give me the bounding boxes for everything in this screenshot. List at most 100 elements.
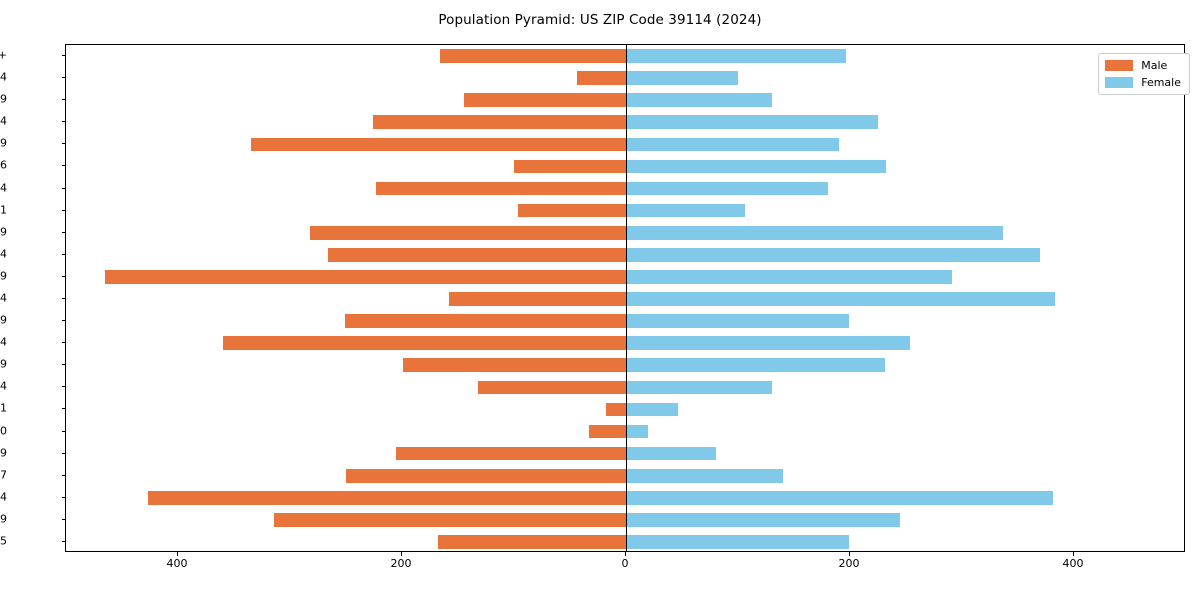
y-tick-mark: [61, 121, 65, 123]
bar-male-15-17: [346, 468, 626, 483]
y-tick-mark: [61, 474, 65, 476]
bar-male-75-79: [463, 93, 626, 108]
y-tick-mark: [61, 143, 65, 145]
bar-row: [66, 380, 1184, 395]
y-tick-mark: [61, 187, 65, 189]
y-tick-mark: [61, 430, 65, 432]
bar-female-60-61: [626, 203, 745, 218]
bar-female-65-66: [626, 159, 886, 174]
y-tick-label: 85+: [0, 48, 7, 62]
bar-male-under-5: [437, 535, 626, 549]
legend-entry-male[interactable]: Male: [1105, 59, 1181, 72]
plot-area: [65, 44, 1185, 552]
bar-male-67-69: [250, 137, 626, 152]
bar-female-75-79: [626, 93, 772, 108]
bar-row: [66, 490, 1184, 505]
y-tick-mark: [61, 518, 65, 520]
bar-row: [66, 159, 1184, 174]
bar-male-40-44: [449, 292, 626, 306]
x-tick-mark: [401, 552, 402, 556]
bar-row: [66, 49, 1184, 63]
y-tick-label: 50-54: [0, 247, 7, 261]
bar-row: [66, 225, 1184, 240]
y-tick-label: 25-29: [0, 357, 7, 371]
bar-male-45-49: [105, 270, 626, 284]
y-tick-mark: [61, 275, 65, 277]
bar-female-70-74: [626, 115, 878, 130]
bar-female-10-14: [626, 490, 1053, 505]
bar-row: [66, 115, 1184, 130]
y-tick-label: 80-84: [0, 70, 7, 84]
y-tick-label: 70-74: [0, 114, 7, 128]
y-tick-mark: [61, 342, 65, 344]
chart-title: Population Pyramid: US ZIP Code 39114 (2…: [438, 12, 762, 28]
bar-row: [66, 137, 1184, 152]
bar-male-60-61: [518, 203, 626, 218]
bars-layer: [66, 45, 1184, 551]
bar-male-20: [589, 424, 626, 439]
y-tick-label: Under 5: [0, 534, 7, 548]
bar-female-45-49: [626, 270, 952, 284]
x-tick-mark: [1073, 552, 1074, 556]
bar-row: [66, 93, 1184, 108]
y-tick-mark: [61, 231, 65, 233]
legend-swatch-male: [1105, 60, 1134, 71]
y-tick-label: 40-44: [0, 291, 7, 305]
x-tick-label: 200: [390, 557, 412, 570]
bar-male-25-29: [403, 358, 626, 373]
y-tick-label: 30-34: [0, 335, 7, 349]
bar-female-35-39: [626, 314, 849, 328]
bar-male-10-14: [147, 490, 626, 505]
y-tick-mark: [61, 452, 65, 454]
bar-row: [66, 314, 1184, 328]
y-tick-mark: [61, 165, 65, 167]
x-tick-mark: [177, 552, 178, 556]
chart-legend: Male Female: [1098, 53, 1190, 95]
y-tick-label: 67-69: [0, 136, 7, 150]
y-tick-label: 55-59: [0, 225, 7, 239]
y-tick-mark: [61, 364, 65, 366]
bar-male-21: [605, 402, 626, 417]
y-tick-label: 60-61: [0, 203, 7, 217]
bar-female-25-29: [626, 358, 885, 373]
bar-row: [66, 71, 1184, 85]
y-tick-label: 62-64: [0, 181, 7, 195]
legend-label: Male: [1141, 59, 1168, 72]
y-tick-label: 21: [0, 401, 7, 415]
bar-row: [66, 513, 1184, 527]
x-tick-label: 0: [621, 557, 629, 570]
bar-row: [66, 247, 1184, 262]
y-tick-label: 75-79: [0, 92, 7, 106]
x-tick-label: 400: [166, 557, 188, 570]
y-tick-mark: [61, 55, 65, 57]
legend-entry-female[interactable]: Female: [1105, 76, 1181, 89]
bar-row: [66, 535, 1184, 549]
x-tick-label: 200: [838, 557, 860, 570]
bar-male-55-59: [310, 225, 626, 240]
bar-female-50-54: [626, 247, 1041, 262]
bar-female-62-64: [626, 181, 828, 196]
bar-female-15-17: [626, 468, 783, 483]
x-tick-mark: [625, 552, 626, 556]
bar-male-80-84: [576, 71, 626, 85]
bar-row: [66, 358, 1184, 373]
bar-female-under-5: [626, 535, 849, 549]
bar-row: [66, 292, 1184, 306]
bar-female-5-9: [626, 513, 901, 527]
bar-male-22-24: [478, 380, 626, 395]
y-tick-mark: [61, 253, 65, 255]
bar-male-85-: [440, 49, 626, 63]
bar-male-18-19: [396, 446, 626, 461]
y-tick-mark: [61, 496, 65, 498]
bar-row: [66, 402, 1184, 417]
bar-female-21: [626, 402, 678, 417]
y-tick-label: 15-17: [0, 468, 7, 482]
x-tick-label: 400: [1062, 557, 1084, 570]
x-tick-mark: [849, 552, 850, 556]
bar-female-22-24: [626, 380, 772, 395]
y-tick-mark: [61, 540, 65, 542]
y-tick-label: 65-66: [0, 158, 7, 172]
y-tick-mark: [61, 298, 65, 299]
bar-female-30-34: [626, 336, 911, 350]
